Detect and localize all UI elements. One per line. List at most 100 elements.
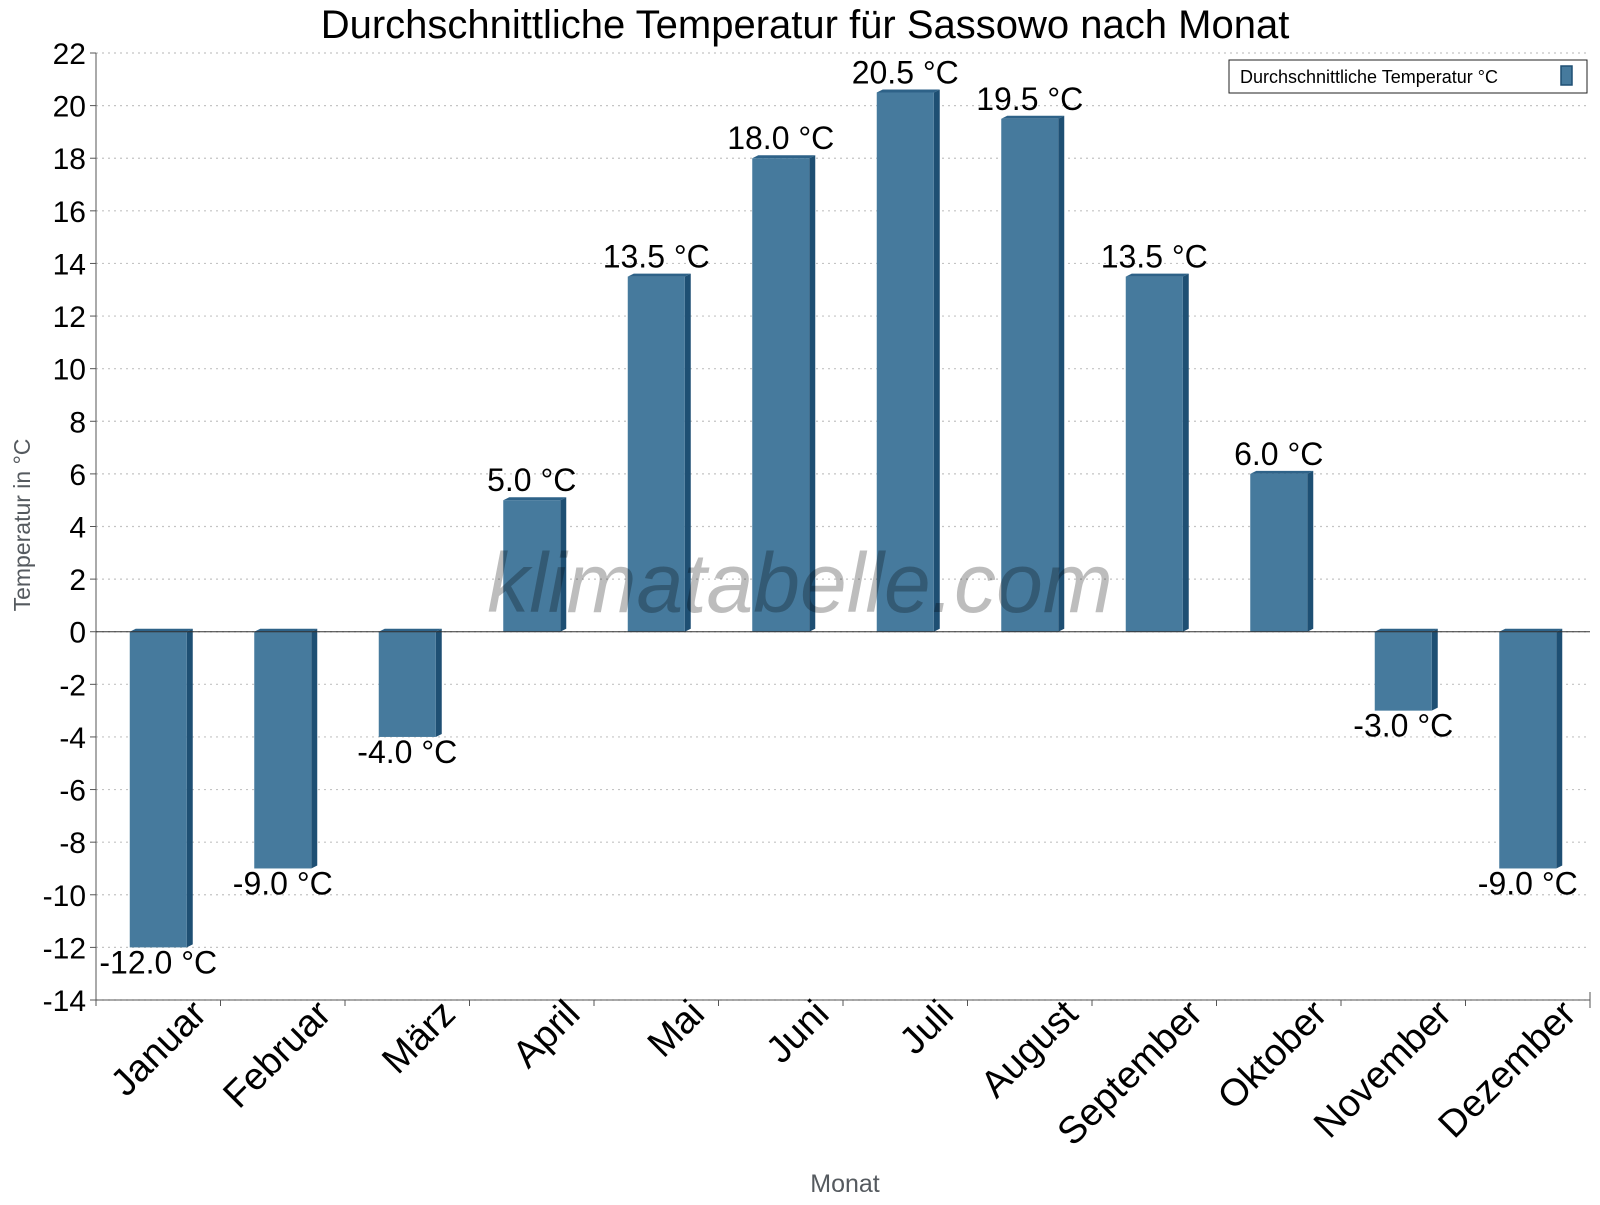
bar-top [1250, 470, 1314, 474]
legend: Durchschnittliche Temperatur °C [1228, 59, 1588, 94]
bar-value-label: 19.5 °C [976, 81, 1083, 117]
legend-label: Durchschnittliche Temperatur °C [1240, 67, 1498, 87]
bar [1374, 631, 1432, 711]
x-tick-label: Februar [216, 992, 340, 1116]
y-tick-label: 20 [53, 91, 86, 124]
x-tick-label: April [505, 993, 588, 1076]
bar-side [186, 628, 193, 948]
grid-layer [96, 52, 1590, 1001]
bar-value-label: 20.5 °C [852, 54, 959, 90]
bar-top [1001, 115, 1065, 119]
watermark-layer: klimatabelle.com [487, 536, 1113, 630]
bar-group [627, 273, 691, 632]
bar-value-label: -4.0 °C [357, 734, 457, 770]
bar-top [254, 628, 318, 632]
y-tick-label: 12 [53, 301, 86, 334]
y-tick-label: 4 [69, 512, 86, 545]
y-tick-label: 14 [53, 248, 86, 281]
y-tick-label: 18 [53, 143, 86, 176]
y-tick-label: -2 [59, 669, 86, 702]
bar [1250, 473, 1308, 632]
y-tick-label: -4 [59, 722, 86, 755]
bar-value-label: 13.5 °C [1101, 239, 1208, 275]
bar-group [1125, 273, 1189, 632]
bar-top [1125, 273, 1189, 277]
bar-value-label: 13.5 °C [603, 239, 710, 275]
bar [1499, 631, 1557, 869]
bar-group [378, 628, 442, 737]
bar-value-label: 5.0 °C [487, 462, 576, 498]
y-tick-label: -14 [43, 985, 86, 1018]
bar-top [1499, 628, 1563, 632]
bar-side [809, 155, 816, 632]
bar-top [129, 628, 193, 632]
labels-layer: -12.0 °C -9.0 °C -4.0 °C 5.0 °C 13.5 °C 18.0 … [99, 54, 1577, 980]
chart-title: Durchschnittliche Temperatur für Sassowo… [321, 3, 1290, 47]
bar-top [1374, 628, 1438, 632]
bar-side [1182, 273, 1189, 632]
bar [254, 631, 312, 869]
x-tick-label: Mai [640, 993, 713, 1066]
bar [378, 631, 436, 737]
y-tick-label: -10 [43, 880, 86, 913]
bar [1125, 276, 1183, 632]
y-tick-label: 2 [69, 564, 86, 597]
bar-top [627, 273, 691, 277]
x-tick-label: Oktober [1210, 992, 1336, 1118]
bar-side [1307, 470, 1314, 632]
bar [503, 500, 561, 632]
x-tick-label: Juli [892, 993, 962, 1063]
bar-value-label: -9.0 °C [1478, 865, 1578, 901]
bar-value-label: -3.0 °C [1353, 708, 1453, 744]
bar-group [1001, 115, 1065, 632]
bar-side [1556, 628, 1563, 869]
bar-side [560, 497, 567, 632]
x-tick-label: März [374, 993, 463, 1082]
bar-value-label: 18.0 °C [727, 120, 834, 156]
y-axis-label: Temperatur in °C [9, 439, 35, 612]
y-tick-label: 16 [53, 196, 86, 229]
bar-side [933, 89, 940, 632]
bar-side [1058, 115, 1065, 632]
x-tick-label: Dezember [1431, 992, 1585, 1146]
x-tick-label: Juni [758, 993, 837, 1072]
y-tick-label: -6 [59, 775, 86, 808]
y-tick-label: 22 [53, 38, 86, 71]
x-axis-label: Monat [810, 1170, 880, 1198]
watermark: klimatabelle.com [487, 536, 1113, 630]
bar-side [435, 628, 442, 737]
bar-group [876, 89, 940, 632]
legend-frame [1228, 59, 1588, 94]
bar-group [1250, 470, 1314, 632]
bar-group [752, 155, 816, 632]
y-tick-label: 8 [69, 406, 86, 439]
bar-value-label: -9.0 °C [233, 865, 333, 901]
legend-swatch [1560, 65, 1573, 86]
bar-side [684, 273, 691, 632]
y-tick-label: -8 [59, 827, 86, 860]
bar-group [1499, 628, 1563, 869]
y-tick-label: 0 [69, 617, 86, 650]
bar-value-label: 6.0 °C [1234, 436, 1323, 472]
bar-top [752, 155, 816, 159]
bar-side [1431, 628, 1438, 711]
x-tick-label: Januar [103, 992, 215, 1104]
bar-group [254, 628, 318, 869]
bar-top [503, 497, 567, 501]
y-tick-label: 10 [53, 354, 86, 387]
bar [627, 276, 685, 632]
bar [1001, 118, 1059, 632]
bar-top [378, 628, 442, 632]
bar-value-label: -12.0 °C [99, 944, 217, 980]
x-tick-label: August [973, 992, 1087, 1106]
bar-side [311, 628, 318, 869]
bar-top [876, 89, 940, 93]
bar [752, 158, 810, 632]
y-tick-label: 6 [69, 459, 86, 492]
bars-layer [129, 89, 1563, 948]
bar [129, 631, 187, 948]
bar-group [129, 628, 193, 948]
bar-group [503, 497, 567, 632]
